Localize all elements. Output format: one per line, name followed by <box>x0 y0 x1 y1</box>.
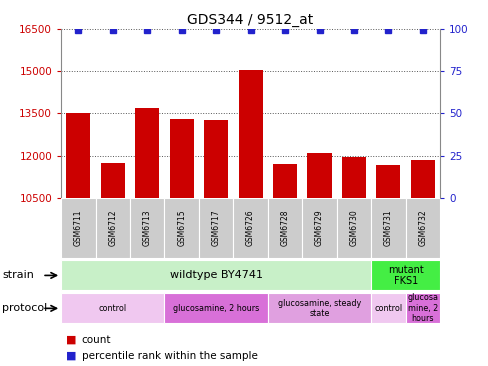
Bar <box>336 198 370 258</box>
Bar <box>135 108 159 198</box>
Text: GSM6726: GSM6726 <box>245 209 255 246</box>
Bar <box>66 113 90 198</box>
Text: ■: ■ <box>66 351 76 361</box>
Text: glucosamine, steady
state: glucosamine, steady state <box>277 299 361 318</box>
Text: control: control <box>99 304 126 313</box>
Bar <box>61 294 164 323</box>
Bar <box>169 119 193 198</box>
Text: GSM6713: GSM6713 <box>142 209 151 246</box>
Bar <box>130 198 164 258</box>
Text: wildtype BY4741: wildtype BY4741 <box>169 270 262 280</box>
Bar <box>199 198 233 258</box>
Bar <box>95 198 130 258</box>
Bar <box>405 198 439 258</box>
Text: count: count <box>81 335 111 345</box>
Bar <box>370 198 405 258</box>
Bar <box>307 153 331 198</box>
Bar <box>267 294 370 323</box>
Text: control: control <box>374 304 402 313</box>
Text: GSM6728: GSM6728 <box>280 210 289 246</box>
Bar <box>376 165 400 198</box>
Bar <box>164 198 199 258</box>
Text: GSM6715: GSM6715 <box>177 209 186 246</box>
Bar <box>61 261 370 290</box>
Text: ■: ■ <box>66 335 76 345</box>
Text: GSM6732: GSM6732 <box>418 209 427 246</box>
Bar <box>410 160 434 198</box>
Bar <box>267 198 302 258</box>
Text: GSM6717: GSM6717 <box>211 209 220 246</box>
Bar <box>405 294 439 323</box>
Text: GSM6730: GSM6730 <box>349 209 358 246</box>
Text: percentile rank within the sample: percentile rank within the sample <box>81 351 257 361</box>
Bar <box>341 157 366 198</box>
Bar <box>101 163 124 198</box>
Bar <box>61 198 95 258</box>
Text: GSM6731: GSM6731 <box>383 209 392 246</box>
Bar <box>370 261 439 290</box>
Bar <box>203 120 228 198</box>
Bar <box>164 294 267 323</box>
Text: strain: strain <box>2 270 34 280</box>
Bar <box>238 70 262 198</box>
Bar <box>272 164 297 198</box>
Text: glucosa
mine, 2
hours: glucosa mine, 2 hours <box>407 294 437 323</box>
Text: GSM6712: GSM6712 <box>108 210 117 246</box>
Bar <box>302 198 336 258</box>
Text: glucosamine, 2 hours: glucosamine, 2 hours <box>173 304 259 313</box>
Text: GSM6711: GSM6711 <box>74 210 82 246</box>
Bar <box>370 294 405 323</box>
Text: GSM6729: GSM6729 <box>314 209 324 246</box>
Title: GDS344 / 9512_at: GDS344 / 9512_at <box>187 13 313 27</box>
Bar <box>233 198 267 258</box>
Text: protocol: protocol <box>2 303 48 313</box>
Text: mutant
FKS1: mutant FKS1 <box>387 265 423 286</box>
